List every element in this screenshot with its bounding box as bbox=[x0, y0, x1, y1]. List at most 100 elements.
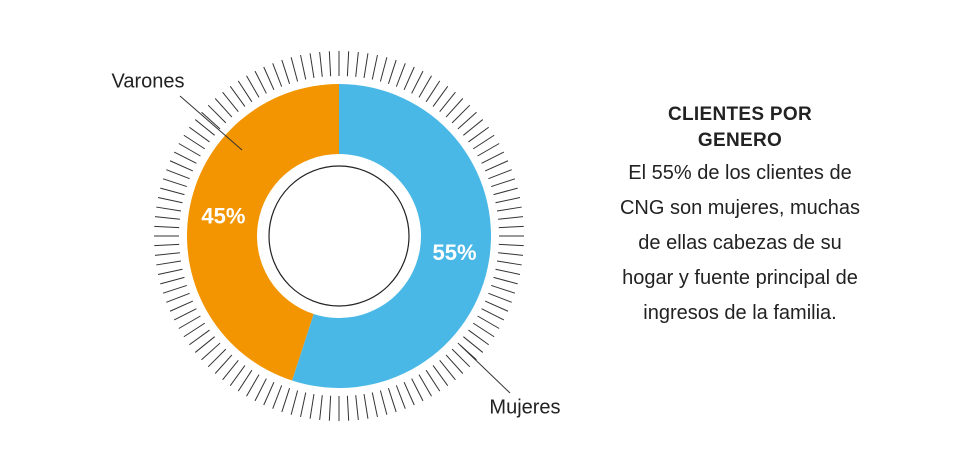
decor-tick bbox=[201, 342, 221, 361]
decor-tick bbox=[189, 329, 210, 346]
decor-tick bbox=[154, 225, 180, 229]
decor-tick bbox=[418, 75, 432, 98]
decor-tick bbox=[254, 378, 267, 402]
decor-tick bbox=[246, 374, 260, 397]
decor-tick bbox=[488, 169, 512, 180]
decor-tick bbox=[403, 66, 415, 91]
decor-tick bbox=[439, 91, 456, 112]
decor-tick bbox=[319, 51, 323, 77]
decor-tick bbox=[160, 187, 185, 196]
decor-tick bbox=[254, 70, 267, 94]
decor-tick bbox=[281, 59, 291, 84]
decor-tick bbox=[214, 354, 233, 374]
decor-tick bbox=[379, 57, 388, 82]
decor-tick bbox=[309, 53, 315, 79]
legend-label: Mujeres bbox=[489, 396, 560, 418]
decor-tick bbox=[189, 126, 210, 143]
decor-tick bbox=[496, 206, 522, 212]
decor-tick bbox=[496, 260, 522, 266]
decor-tick bbox=[477, 315, 500, 329]
decor-tick bbox=[463, 119, 484, 136]
decor-tick bbox=[237, 369, 253, 392]
decor-tick bbox=[425, 369, 441, 392]
decor-tick bbox=[154, 252, 180, 256]
decor-tick bbox=[411, 378, 424, 402]
decor-tick bbox=[157, 268, 183, 275]
decor-tick bbox=[387, 388, 397, 413]
decor-tick bbox=[488, 292, 512, 303]
decor-tick bbox=[493, 276, 518, 285]
decor-tick bbox=[346, 395, 350, 421]
decor-tick bbox=[246, 75, 260, 98]
leader-line bbox=[459, 344, 511, 394]
decor-tick bbox=[263, 66, 275, 91]
decor-tick bbox=[201, 111, 221, 130]
decor-tick bbox=[481, 151, 505, 164]
decor-tick bbox=[166, 292, 190, 303]
decor-tick bbox=[300, 54, 307, 80]
decor-tick bbox=[395, 63, 406, 87]
decor-tick bbox=[162, 284, 187, 294]
decor-tick bbox=[432, 365, 449, 386]
chart: 55% Mujeres 45% Varones bbox=[111, 51, 561, 421]
decor-tick bbox=[451, 104, 471, 124]
decor-tick bbox=[425, 80, 441, 103]
decor-tick bbox=[463, 336, 484, 353]
decor-tick bbox=[484, 160, 509, 172]
decor-tick bbox=[481, 308, 505, 321]
decor-tick bbox=[178, 315, 201, 329]
decor-tick bbox=[290, 57, 299, 82]
slice bbox=[292, 84, 491, 388]
decor-tick bbox=[472, 322, 495, 338]
decor-tick bbox=[300, 392, 307, 418]
decor-tick bbox=[263, 381, 275, 406]
decor-tick bbox=[379, 390, 388, 415]
decor-tick bbox=[498, 243, 524, 247]
decor-tick bbox=[498, 225, 524, 229]
decor-tick bbox=[472, 134, 495, 150]
decor-tick bbox=[355, 51, 359, 77]
decor-tick bbox=[169, 160, 194, 172]
decor-tick bbox=[491, 284, 516, 294]
decor-tick bbox=[160, 276, 185, 285]
decor-tick bbox=[493, 187, 518, 196]
decor-tick bbox=[371, 54, 378, 80]
decor-tick bbox=[498, 216, 524, 220]
decor-tick bbox=[272, 385, 283, 409]
decor-tick bbox=[309, 393, 315, 419]
decor-tick bbox=[439, 360, 456, 381]
decor-tick bbox=[371, 392, 378, 418]
decor-tick bbox=[387, 59, 397, 84]
decor-tick bbox=[157, 197, 183, 204]
decor-tick bbox=[468, 329, 489, 346]
decor-tick bbox=[468, 126, 489, 143]
description: El 55% de los clientes de CNG son mujere… bbox=[619, 162, 861, 324]
decor-tick bbox=[432, 86, 449, 107]
decor-tick bbox=[281, 388, 291, 413]
inner-ring bbox=[268, 165, 410, 307]
value-label: 45% bbox=[201, 204, 245, 229]
decor-tick bbox=[173, 151, 197, 164]
decor-tick bbox=[457, 111, 477, 130]
decor-tick bbox=[451, 348, 471, 368]
decor-tick bbox=[495, 197, 521, 204]
decor-tick bbox=[194, 119, 215, 136]
value-label: 55% bbox=[433, 240, 477, 265]
decor-tick bbox=[207, 104, 227, 124]
decor-tick bbox=[328, 395, 332, 421]
decor-tick bbox=[154, 216, 180, 220]
decor-tick bbox=[495, 268, 521, 275]
decor-tick bbox=[222, 91, 239, 112]
decor-tick bbox=[355, 395, 359, 421]
decor-tick bbox=[173, 308, 197, 321]
decor-tick bbox=[194, 336, 215, 353]
decor-tick bbox=[445, 98, 464, 118]
decor-tick bbox=[214, 98, 233, 118]
decor-tick bbox=[222, 360, 239, 381]
decor-tick bbox=[445, 354, 464, 374]
decor-tick bbox=[319, 395, 323, 421]
slice bbox=[187, 84, 339, 381]
legend-label: Varones bbox=[111, 70, 184, 92]
decor-tick bbox=[237, 80, 253, 103]
